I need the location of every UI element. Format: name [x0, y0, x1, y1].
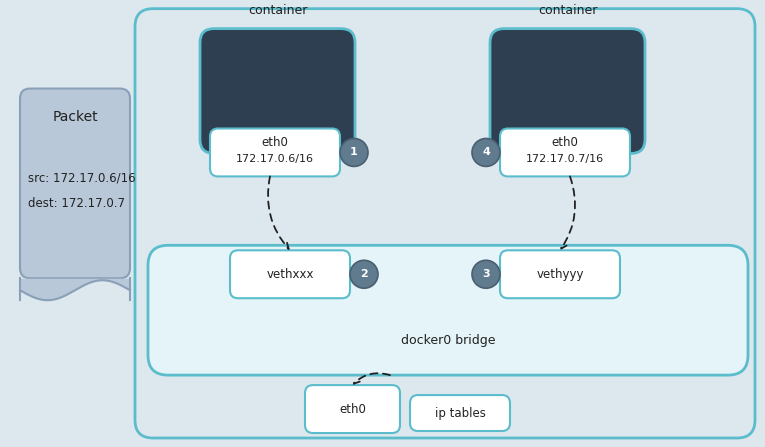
FancyBboxPatch shape — [20, 89, 130, 278]
Text: Packet: Packet — [52, 110, 98, 123]
Text: vethyyy: vethyyy — [536, 268, 584, 281]
FancyBboxPatch shape — [305, 385, 400, 433]
FancyBboxPatch shape — [500, 128, 630, 177]
FancyBboxPatch shape — [410, 395, 510, 431]
FancyBboxPatch shape — [210, 128, 340, 177]
Text: 172.17.0.6/16: 172.17.0.6/16 — [236, 154, 314, 164]
Circle shape — [472, 260, 500, 288]
Text: eth0: eth0 — [262, 136, 288, 149]
Text: 2: 2 — [360, 269, 368, 279]
Text: eth0: eth0 — [339, 403, 366, 416]
Circle shape — [472, 139, 500, 166]
FancyBboxPatch shape — [230, 250, 350, 298]
Text: 172.17.0.7/16: 172.17.0.7/16 — [526, 154, 604, 164]
Text: src: 172.17.0.6/16: src: 172.17.0.6/16 — [28, 172, 135, 185]
Text: dest: 172.17.0.7: dest: 172.17.0.7 — [28, 197, 125, 210]
Text: vethxxx: vethxxx — [266, 268, 314, 281]
Text: eth0: eth0 — [552, 136, 578, 149]
Text: ip tables: ip tables — [435, 407, 486, 420]
FancyBboxPatch shape — [148, 245, 748, 375]
FancyBboxPatch shape — [135, 8, 755, 438]
FancyBboxPatch shape — [500, 250, 620, 298]
Text: container: container — [538, 4, 597, 17]
Text: 3: 3 — [482, 269, 490, 279]
Text: docker0 bridge: docker0 bridge — [401, 333, 495, 347]
Circle shape — [340, 139, 368, 166]
Text: 4: 4 — [482, 148, 490, 157]
Text: 1: 1 — [350, 148, 358, 157]
FancyBboxPatch shape — [490, 29, 645, 153]
Text: container: container — [248, 4, 308, 17]
FancyBboxPatch shape — [200, 29, 355, 153]
Circle shape — [350, 260, 378, 288]
